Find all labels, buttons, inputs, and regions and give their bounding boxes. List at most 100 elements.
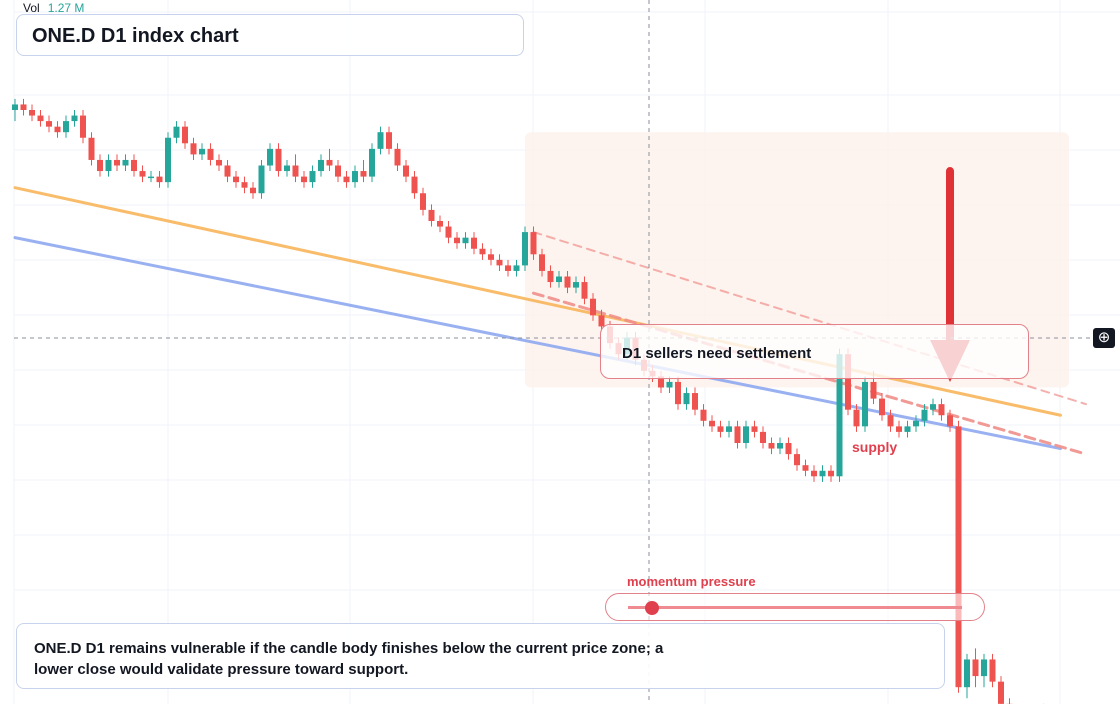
candle-body (88, 137, 95, 160)
candle-body (666, 381, 673, 388)
candle-body (530, 232, 537, 255)
candle-body (437, 221, 443, 227)
candle-body (216, 159, 222, 166)
candle-body (471, 237, 477, 249)
candle-body (343, 176, 350, 183)
candle-body (989, 659, 996, 682)
candle-body (955, 426, 962, 688)
candle-body (972, 659, 979, 677)
plus-circle-icon[interactable]: ⊕ (1093, 328, 1115, 348)
candle-body (726, 426, 732, 432)
candle-body (301, 176, 307, 183)
momentum-indicator (644, 601, 659, 615)
candle-body (207, 148, 214, 160)
callout-panel: D1 sellers need settlement (600, 324, 1029, 379)
candle-body (445, 226, 452, 238)
candle-body (241, 182, 248, 188)
candle-body (148, 176, 154, 179)
candle-body (785, 443, 792, 455)
candle-body (267, 148, 273, 166)
candle-body (794, 454, 800, 466)
momentum-track (628, 606, 962, 609)
candle-body (947, 415, 953, 427)
candle-body (683, 393, 690, 405)
candle-body (709, 420, 715, 427)
candle-body (836, 354, 843, 477)
candle-body (318, 159, 324, 172)
candle-body (173, 126, 180, 138)
candle-body (853, 409, 860, 427)
candle-body (233, 176, 239, 183)
candle-body (20, 104, 27, 110)
candle-body (454, 237, 460, 244)
candle-body (862, 381, 868, 427)
candle-body (292, 165, 299, 177)
analysis-panel: ONE.D D1 remains vulnerable if the candl… (16, 623, 945, 689)
candle-body (921, 409, 928, 421)
candle-body (479, 248, 486, 255)
candle-body (131, 159, 137, 172)
candle-body (505, 265, 511, 271)
candle-body (122, 159, 129, 166)
candle-body (190, 143, 197, 155)
candle-body (904, 426, 911, 432)
candle-body (182, 126, 188, 144)
candle-body (403, 165, 409, 177)
candle-body (496, 259, 503, 266)
candle-body (743, 426, 749, 443)
candle-body (675, 381, 681, 405)
candle-body (802, 465, 809, 471)
candle-body (717, 426, 724, 432)
candle-body (930, 404, 936, 410)
candle-body (573, 282, 579, 288)
zone-layer (525, 132, 1069, 388)
candle-body (386, 132, 392, 149)
candle-body (250, 187, 256, 194)
volume-label: Vol (23, 1, 40, 15)
supply-zone (525, 132, 1069, 388)
candle-body (564, 276, 571, 288)
candle-body (394, 148, 401, 166)
candle-body (139, 171, 146, 177)
candle-body (71, 115, 78, 122)
candle-body (811, 470, 817, 477)
momentum-label: momentum pressure (627, 574, 756, 589)
candle-body (938, 404, 945, 416)
candle-body (114, 159, 120, 166)
candle-body (309, 171, 316, 183)
candle-body (284, 165, 290, 172)
candle-body (420, 193, 426, 210)
candle-body (326, 159, 333, 166)
candle-body (199, 148, 205, 155)
volume-value: 1.27 M (47, 1, 85, 15)
candle-body (352, 171, 358, 183)
candle-body (556, 276, 562, 283)
candle-body (369, 148, 375, 177)
candle-body (828, 470, 834, 477)
candle-body (547, 270, 554, 283)
candle-body (879, 398, 885, 416)
candle-body (12, 104, 18, 110)
candle-body (760, 431, 766, 443)
candle-body (29, 110, 35, 116)
chart-title: ONE.D D1 index chart (32, 25, 239, 47)
candle-body (105, 159, 112, 172)
volume-readout: Vol 1.27 M (23, 1, 84, 15)
candle-body (913, 420, 919, 427)
candle-body (513, 265, 520, 271)
candle-body (258, 165, 265, 194)
candle-body (165, 137, 171, 183)
candle-body (462, 237, 469, 244)
candle-body (360, 171, 367, 177)
candle-body (768, 443, 775, 449)
candle-body (998, 681, 1004, 704)
candle-body (734, 426, 741, 443)
candle-body (658, 376, 664, 388)
candle-body (700, 409, 707, 421)
candle-body (275, 148, 282, 172)
candle-body (37, 115, 44, 122)
title-panel: ONE.D D1 index chart (16, 14, 524, 56)
candle-body (411, 176, 418, 194)
candle-body (692, 393, 698, 410)
candle-body (819, 470, 826, 477)
